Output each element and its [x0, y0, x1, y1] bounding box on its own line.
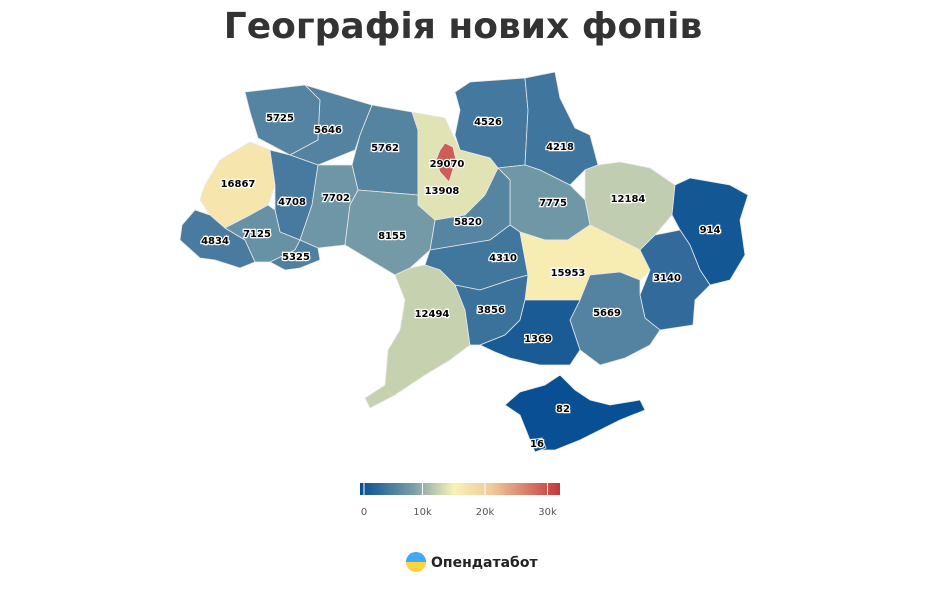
region [478, 299, 581, 366]
region-value: 16 [530, 439, 544, 450]
regions [179, 71, 749, 453]
region-value: 4218 [546, 142, 574, 153]
region-value: 7702 [322, 193, 350, 204]
region-value: 12184 [611, 194, 646, 205]
source-logo: Опендатабот [406, 552, 538, 572]
region-value: 15953 [551, 268, 586, 279]
region-value: 4708 [278, 197, 306, 208]
region-value: 4310 [489, 253, 517, 264]
region-value: 13908 [425, 186, 460, 197]
region-value: 16867 [221, 179, 256, 190]
region-value: 7775 [539, 198, 567, 209]
colorbar-tick-label: 30k [538, 507, 557, 518]
region-value: 4526 [474, 117, 502, 128]
region [524, 71, 599, 186]
region-value: 5762 [371, 143, 399, 154]
source: Опендатабот [431, 555, 538, 571]
map-title: Географія нових фопів [224, 6, 702, 47]
colorbar-tick-label: 0 [361, 507, 367, 518]
region [529, 437, 547, 453]
region [364, 264, 471, 409]
region-value: 8155 [378, 231, 406, 242]
region-value: 4834 [201, 236, 229, 247]
region-value: 5820 [454, 217, 482, 228]
region-value: 82 [556, 404, 570, 415]
region-value: 5725 [266, 113, 294, 124]
value-labels: 5725 5646 5762 4526 4218 16867 4708 7702 13908 12… [200, 112, 722, 452]
region [639, 229, 711, 331]
region-value: 5325 [282, 252, 310, 263]
region [269, 239, 321, 271]
colorbar-tick-label: 10k [413, 507, 432, 518]
region-value: 1369 [524, 334, 552, 345]
region-value: 12494 [415, 309, 450, 320]
region [289, 84, 373, 166]
region [435, 142, 457, 183]
region [504, 374, 646, 451]
region-value: 5646 [314, 125, 342, 136]
colorbar [360, 483, 560, 495]
region-value: 29070 [430, 159, 465, 170]
region-value: 914 [700, 225, 721, 236]
colorbar-tick-label: 20k [476, 507, 495, 518]
region-value: 7125 [243, 229, 271, 240]
region-value: 5669 [593, 308, 621, 319]
region-value: 3140 [653, 273, 681, 284]
logo-icon-top [406, 552, 426, 562]
colorbar-ticks: 0 10k 20k 30k [361, 483, 557, 518]
region-value: 3856 [477, 305, 505, 316]
